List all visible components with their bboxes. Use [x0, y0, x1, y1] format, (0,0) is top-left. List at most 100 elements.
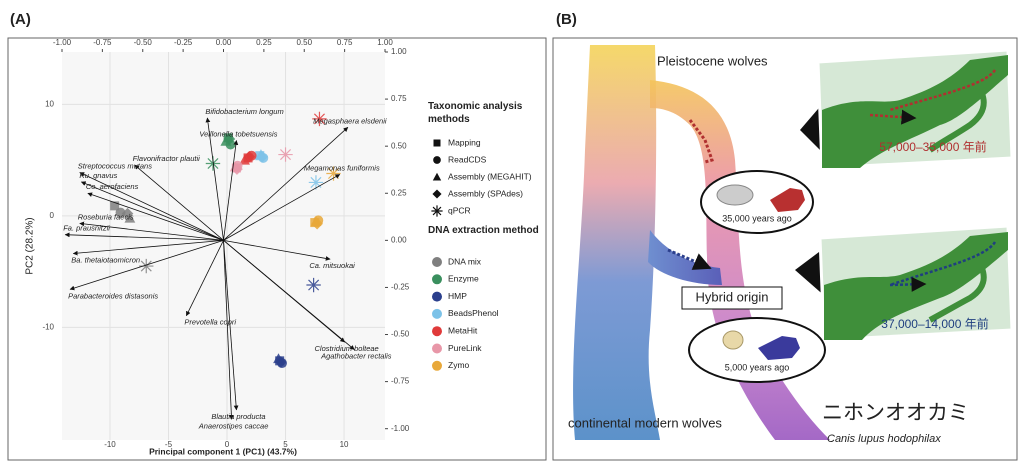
loading-label: Prevotella copri: [184, 318, 236, 327]
legend-symbol: [432, 308, 442, 319]
loading-arrow: [223, 240, 239, 411]
legend-label: BeadsPhenol: [448, 308, 499, 318]
arrow: [667, 248, 712, 270]
ribbon-hybrid: [648, 230, 722, 285]
loading-arrow: [80, 181, 224, 241]
point: [115, 207, 126, 218]
y2-tick-label: -0.50: [391, 330, 410, 339]
label: Canis lupus hodophilax: [827, 433, 941, 445]
loading-arrow: [223, 174, 341, 241]
x2-tick-label: 1.00: [377, 38, 393, 47]
x2-tick-label: -0.50: [134, 38, 153, 47]
point: [274, 356, 287, 368]
panel-frame: [552, 37, 1018, 461]
legend-label: Mapping: [448, 137, 481, 147]
legend-symbol: [432, 274, 442, 285]
point: [308, 175, 324, 190]
ribbon-japanese: [650, 80, 830, 440]
loading-arrow: [205, 117, 224, 241]
loading-label: Megasphaera elsdenii: [313, 116, 387, 125]
loading-label: Agathobacter rectalis: [320, 352, 392, 361]
point: [231, 163, 243, 175]
x2-tick-label: -0.75: [93, 38, 112, 47]
legend-title: DNA extraction method: [428, 225, 539, 236]
loading-label: Parabacteroides distasonis: [68, 291, 158, 300]
legend-symbol: [432, 291, 442, 302]
loading-label: Bifidobacterium longum: [205, 107, 283, 116]
ribbon-continental: [573, 45, 660, 440]
y2-tick-label: -1.00: [391, 424, 410, 433]
loading-arrow: [79, 221, 224, 241]
y-tick-label: -10: [42, 323, 54, 332]
y-tick-label: 0: [50, 211, 55, 220]
x2-tick-label: 0.50: [296, 38, 312, 47]
legend-label: Enzyme: [448, 274, 479, 284]
y2-tick-label: 0.50: [391, 141, 407, 150]
x2-tick-label: 0.00: [216, 38, 232, 47]
point: [239, 154, 250, 165]
legend-symbol: [433, 139, 441, 147]
legend-title-text: Taxonomic analysis methods: [428, 101, 523, 125]
legend-title: Taxonomic analysis methods: [428, 101, 523, 125]
loading-label: Ba. thetaiotaomicron: [71, 256, 140, 265]
loading-arrow: [185, 240, 224, 317]
loading-label: Co. aerofaciens: [86, 182, 139, 191]
legend-label: Assembly (MEGAHIT): [448, 171, 532, 181]
hybrid-box: [681, 286, 783, 310]
y2-tick-label: 0.75: [391, 94, 407, 103]
point: [121, 207, 134, 220]
legend-label: MetaHit: [448, 325, 478, 335]
diagram: [573, 45, 1014, 440]
loading-arrow: [64, 232, 224, 241]
y-tick-label: 10: [45, 100, 54, 109]
point: [306, 277, 321, 293]
label: 5,000 years ago: [725, 362, 790, 372]
loading-label: Blautia producta: [211, 412, 265, 421]
x2-tick-label: 0.25: [256, 38, 272, 47]
wolf-icon: [758, 336, 800, 360]
label: Hybrid origin: [696, 289, 769, 304]
y2-tick-label: 0.00: [391, 235, 407, 244]
loading-label: Veillonella tobetsuensis: [199, 130, 277, 139]
loading-arrow: [87, 192, 224, 241]
wolf-icon: [770, 188, 805, 212]
loading-label: Clostridium bolteae: [315, 344, 379, 353]
loading-label: Megamonas funiformis: [304, 163, 380, 172]
point: [243, 150, 256, 163]
y2-tick-label: 0.25: [391, 188, 407, 197]
x-tick-label: 10: [340, 440, 349, 449]
y2-tick-label: 1.00: [391, 47, 407, 56]
legend-symbol: [432, 257, 442, 267]
x-tick-label: 0: [225, 440, 230, 449]
point: [223, 133, 236, 145]
x-tick-label: 5: [283, 440, 288, 449]
x2-tick-label: -0.25: [174, 38, 193, 47]
loading-arrow: [134, 164, 224, 241]
loading-arrow: [223, 240, 355, 350]
point: [311, 217, 323, 230]
map: [818, 224, 1014, 342]
legend-label: HMP: [448, 291, 467, 301]
label: 35,000 years ago: [722, 213, 792, 223]
panel-frame: [7, 37, 547, 461]
skull-icon: [722, 330, 744, 350]
label: 57,000–35,000 年前: [879, 139, 986, 154]
loading-label: Roseburia faecis: [78, 212, 134, 221]
x2-tick-label: 0.75: [337, 38, 353, 47]
point: [312, 111, 327, 127]
point: [256, 150, 268, 163]
legend-symbol: [432, 326, 442, 337]
loading-label: Fa. prausnitzii: [63, 224, 110, 233]
panel-label: (A): [10, 11, 31, 28]
loading-arrow: [223, 140, 239, 241]
loading-arrow: [223, 240, 234, 420]
legend-symbol: [432, 172, 442, 181]
loading-arrow: [79, 172, 224, 241]
loading-arrow: [223, 127, 349, 241]
legend-symbol: [431, 205, 443, 217]
point: [124, 212, 136, 223]
label: 37,000–14,000 年前: [881, 316, 988, 331]
point: [139, 258, 154, 274]
legend-label: DNA mix: [448, 256, 482, 266]
